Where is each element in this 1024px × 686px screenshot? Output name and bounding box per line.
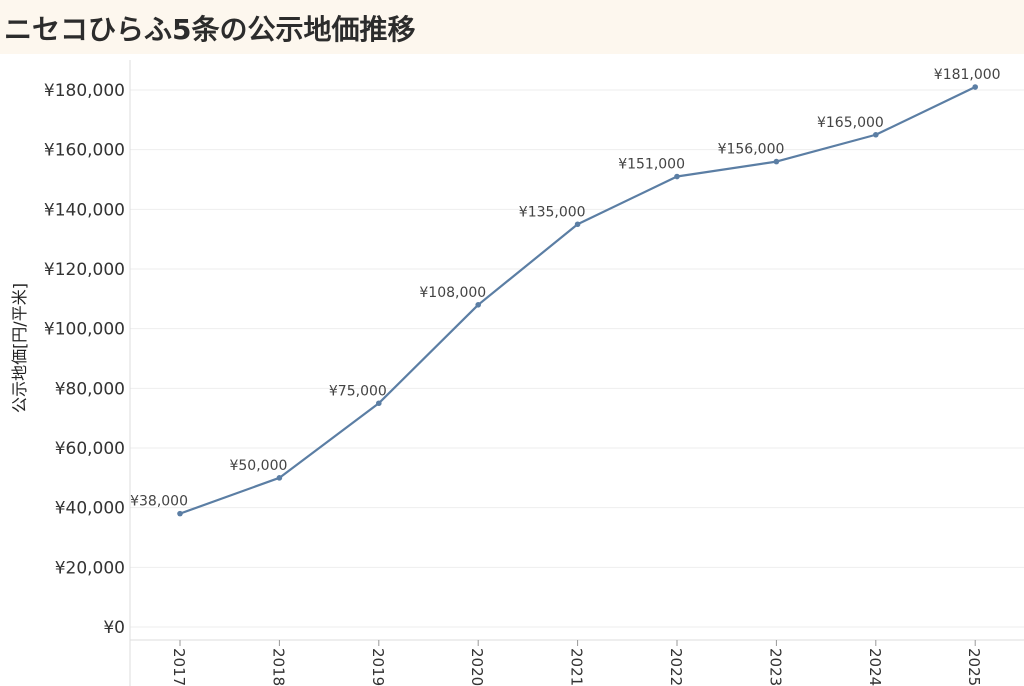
y-tick-label: ¥40,000 [55, 499, 125, 519]
x-tick-label: 2017 [170, 648, 188, 686]
data-label: ¥38,000 [130, 494, 188, 510]
data-point [574, 221, 581, 228]
data-point [773, 158, 780, 165]
title-bar: ニセコひらふ5条の公示地価推移 [0, 0, 1024, 54]
data-label: ¥151,000 [618, 157, 685, 173]
data-point [972, 84, 978, 90]
x-tick-label: 2022 [667, 648, 685, 686]
chart-title: ニセコひらふ5条の公示地価推移 [4, 13, 416, 46]
data-label: ¥108,000 [419, 285, 486, 301]
data-point [475, 302, 482, 308]
y-tick-label: ¥60,000 [55, 439, 125, 459]
y-tick-label: ¥180,000 [44, 81, 125, 101]
x-tick-label: 2020 [468, 648, 486, 686]
y-tick-label: ¥80,000 [55, 379, 125, 399]
x-tick-label: 2024 [866, 648, 884, 686]
data-label: ¥165,000 [817, 115, 884, 131]
x-tick-label: 2025 [965, 648, 983, 686]
data-point [376, 400, 382, 407]
y-tick-label: ¥160,000 [44, 141, 125, 161]
series-line [179, 86, 976, 515]
data-label: ¥181,000 [934, 67, 1001, 83]
y-axis-label: 公示地価[円/平米] [10, 283, 29, 413]
data-label: ¥156,000 [718, 142, 785, 158]
data-point [674, 173, 680, 180]
data-label: ¥75,000 [329, 383, 387, 399]
y-tick-label: ¥120,000 [44, 260, 125, 280]
data-label: ¥50,000 [229, 458, 287, 474]
y-tick-label: ¥0 [103, 618, 125, 638]
x-tick-label: 2019 [369, 648, 387, 686]
data-point [873, 131, 879, 138]
data-label: ¥135,000 [519, 204, 586, 220]
y-tick-label: ¥20,000 [55, 558, 125, 578]
y-tick-label: ¥100,000 [44, 320, 125, 340]
y-tick-label: ¥140,000 [44, 200, 125, 220]
x-tick-label: 2018 [269, 648, 287, 686]
x-tick-label: 2023 [766, 648, 784, 686]
data-point [177, 510, 183, 517]
x-tick-label: 2021 [568, 648, 586, 686]
data-point [276, 475, 283, 481]
